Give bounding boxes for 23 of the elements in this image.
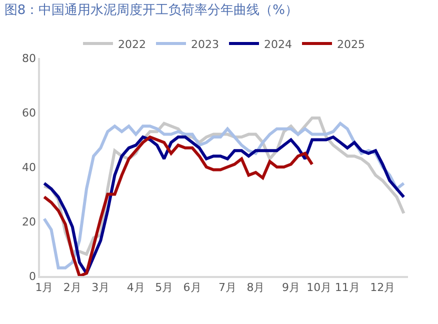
x-tick-label: 5月: [155, 280, 174, 294]
x-tick-label: 4月: [126, 280, 145, 294]
x-tick-label: 7月: [218, 280, 237, 294]
x-tick-label: 1月: [35, 280, 54, 294]
legend-label: 2022: [118, 38, 146, 51]
legend-label: 2023: [191, 38, 219, 51]
x-tick-label: 8月: [246, 280, 265, 294]
x-tick-label: 6月: [183, 280, 202, 294]
x-tick-label: 2月: [63, 280, 82, 294]
x-tick-label: 3月: [92, 280, 110, 294]
legend-label: 2024: [264, 38, 292, 51]
x-tick-label: 9月: [282, 280, 300, 294]
y-tick-label: 20: [22, 215, 36, 228]
x-tick-label: 11月: [334, 280, 360, 294]
legend-label: 2025: [337, 38, 365, 51]
y-tick-label: 40: [22, 160, 36, 174]
chart-title: 图8：中国通用水泥周度开工负荷率分年曲线（%）: [4, 2, 298, 18]
x-tick-label: 12月: [370, 280, 396, 294]
line-series: [42, 136, 314, 276]
y-tick-label: 80: [22, 52, 36, 65]
y-tick-label: 60: [22, 106, 36, 120]
x-tick-label: 10月: [306, 280, 332, 294]
y-tick-label: 0: [29, 270, 36, 283]
